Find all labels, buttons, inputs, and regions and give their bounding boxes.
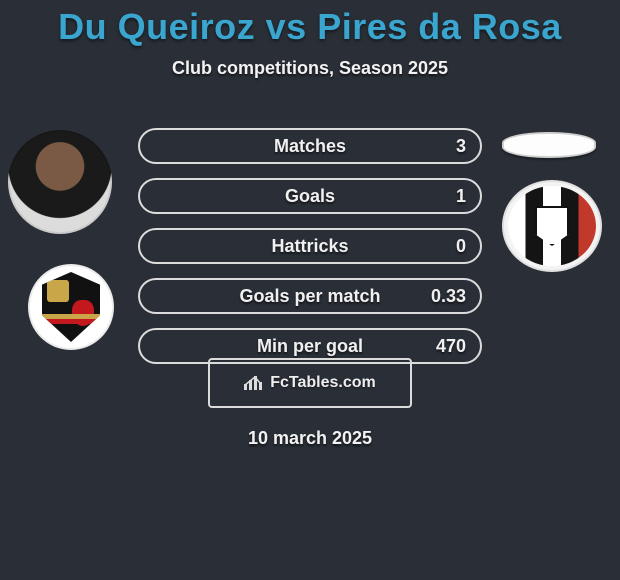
santa-cruz-badge-icon xyxy=(502,180,602,272)
stat-row-matches: Matches 3 xyxy=(138,128,482,164)
stats-rows: Matches 3 Goals 1 Hattricks 0 Goals per … xyxy=(138,128,482,378)
comparison-infographic: Du Queiroz vs Pires da Rosa Club competi… xyxy=(0,6,620,580)
subtitle: Club competitions, Season 2025 xyxy=(0,58,620,79)
stat-value: 3 xyxy=(456,136,466,157)
shield-icon xyxy=(42,272,100,342)
player-avatar-right-placeholder-icon xyxy=(502,132,596,158)
stat-row-hattricks: Hattricks 0 xyxy=(138,228,482,264)
sport-recife-badge-icon xyxy=(28,264,114,350)
shield-body-icon xyxy=(42,272,100,342)
stat-label: Min per goal xyxy=(257,336,363,357)
stat-value: 0 xyxy=(456,236,466,257)
bar-chart-icon xyxy=(244,374,264,392)
stat-value: 0.33 xyxy=(431,286,466,307)
lion-icon xyxy=(72,300,94,326)
stat-label: Matches xyxy=(274,136,346,157)
brand-text: FcTables.com xyxy=(270,374,376,392)
stat-row-goals: Goals 1 xyxy=(138,178,482,214)
stat-label: Hattricks xyxy=(271,236,348,257)
player-avatar-left-icon xyxy=(8,130,112,234)
stat-value: 1 xyxy=(456,186,466,207)
stat-row-goals-per-match: Goals per match 0.33 xyxy=(138,278,482,314)
stat-label: Goals xyxy=(285,186,335,207)
page-title: Du Queiroz vs Pires da Rosa xyxy=(0,6,620,48)
date-row: 10 march 2025 xyxy=(0,412,620,449)
stat-label: Goals per match xyxy=(239,286,380,307)
stat-value: 470 xyxy=(436,336,466,357)
date-label: 10 march 2025 xyxy=(0,428,620,449)
brand-box: FcTables.com xyxy=(208,358,412,408)
